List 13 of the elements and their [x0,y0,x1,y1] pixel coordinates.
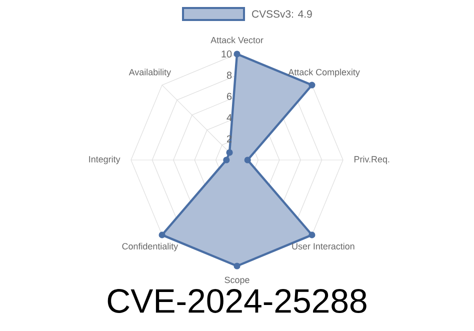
spoke-label: Attack Complexity [288,68,360,78]
spoke-label: User Interaction [292,242,354,250]
spoke-label: Scope [224,276,250,285]
y-tick-label: 10 [222,50,232,58]
text: CVE-2024-25288 [108,289,366,313]
spoke-label: Priv.Req. [354,156,390,164]
spoke-label: Confidentiality [122,242,178,252]
y-tick-label: 8 [226,72,232,79]
text: CVSSv3: 4.9 [252,10,312,18]
spoke-label: Attack Vector [210,36,264,44]
spoke-label: Availability [128,68,172,78]
spoke-label: Integrity [89,156,120,164]
y-tick-label: 6 [226,92,232,100]
